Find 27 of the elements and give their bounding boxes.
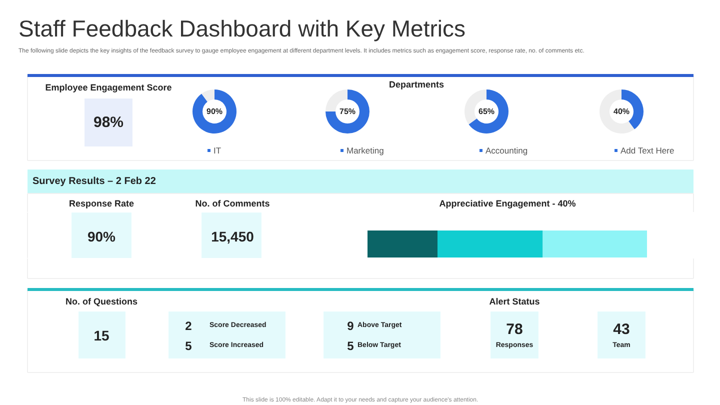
- text: Employee Engagement Score: [45, 82, 172, 92]
- data-label: 65%: [478, 107, 495, 116]
- text: 78: [506, 321, 523, 338]
- text: 15,450: [211, 228, 254, 244]
- text: No. of Comments: [195, 198, 270, 208]
- text: No. of Questions: [66, 296, 138, 306]
- text: Response Rate: [68, 198, 134, 208]
- data-label: 40%: [613, 107, 630, 116]
- text: 5: [347, 339, 354, 353]
- data-label: 75%: [339, 107, 356, 116]
- text: Staff Feedback Dashboard with Key Metrics: [18, 16, 466, 42]
- chart-title: Appreciative Engagement - 40%: [439, 198, 576, 208]
- legend-label: Add Text Here: [620, 146, 674, 156]
- text: 2: [185, 319, 192, 333]
- data-label: 90%: [206, 107, 223, 116]
- text: Departments: [388, 80, 444, 90]
- legend-label: IT: [214, 146, 222, 156]
- text: 98%: [93, 114, 124, 131]
- text: Alert Status: [489, 296, 540, 306]
- legend-label: Accounting: [486, 146, 528, 156]
- text: 9: [347, 319, 354, 333]
- text: 43: [613, 321, 630, 338]
- text: 90%: [87, 228, 116, 244]
- text: Survey Results – 2 Feb 22: [32, 176, 156, 187]
- text: 15: [94, 328, 110, 344]
- legend-label: Marketing: [346, 146, 384, 156]
- text: 5: [185, 339, 192, 353]
